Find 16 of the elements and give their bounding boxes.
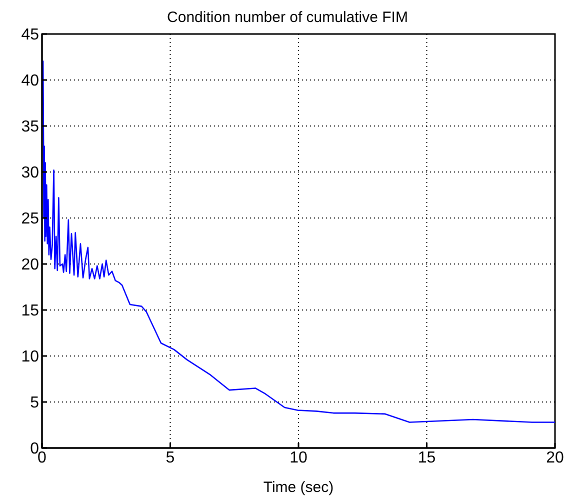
y-tick-label: 40 xyxy=(21,72,40,90)
x-axis-title: Time (sec) xyxy=(263,479,334,496)
y-tick-label: 15 xyxy=(21,302,40,320)
y-tick-label: 10 xyxy=(21,348,40,366)
x-tick-label: 10 xyxy=(290,449,308,466)
line-series xyxy=(42,60,555,423)
y-tick-label: 25 xyxy=(21,210,40,228)
x-tick-label: 20 xyxy=(546,449,564,466)
chart-title: Condition number of cumulative FIM xyxy=(166,8,409,28)
y-tick-label: 35 xyxy=(21,118,40,136)
y-tick-label: 20 xyxy=(21,256,40,274)
y-tick-label: 5 xyxy=(30,394,40,412)
y-tick-label: 30 xyxy=(21,164,40,182)
x-tick-label: 15 xyxy=(418,449,436,466)
y-tick-label: 45 xyxy=(21,26,40,44)
x-tick-label: 5 xyxy=(166,449,175,466)
